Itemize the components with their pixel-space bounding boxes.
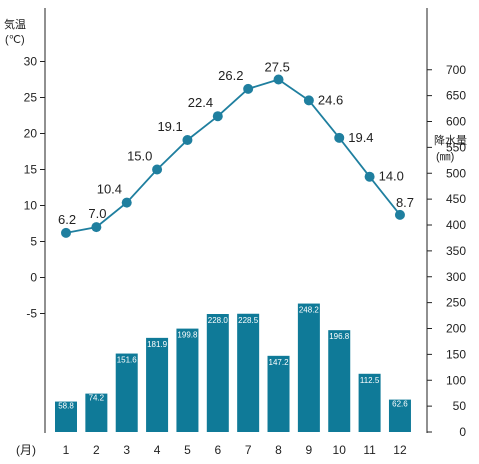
precip-bar-label: 228.0 [208,316,229,325]
precip-bar-label: 58.8 [58,402,74,411]
temp-point [394,209,405,220]
temp-point [61,227,71,238]
temp-point-label: 15.0 [127,149,152,164]
temp-line [65,78,401,234]
temp-point-label: 8.7 [396,195,414,210]
temp-tick-label: 0 [30,271,37,285]
temp-tick-label: 5 [30,235,37,249]
precip-bar-label: 147.2 [269,358,290,367]
precip-tick-label: 550 [446,140,466,154]
precip-bar [55,401,77,432]
month-tick-label: 9 [306,443,313,457]
temp-point [364,171,375,182]
temp-point-label: 27.5 [265,60,290,75]
month-tick-label: 11 [363,443,376,457]
temp-point-label: 14.0 [379,169,404,184]
month-tick-label: 12 [393,443,407,457]
x-ticks: 1 2 3 4 5 6 7 8 9 10 11 12 [63,443,407,457]
month-tick-label: 10 [333,443,347,457]
temp-points [61,74,405,238]
precip-bar-label: 199.8 [177,331,198,340]
temp-point-label: 19.4 [348,130,373,145]
temp-point [212,111,223,122]
precip-tick-label: 50 [453,399,467,413]
temp-point [152,164,163,175]
precip-bar-label: 112.5 [360,376,380,385]
temp-point-label: 22.4 [188,95,213,110]
precip-tick-label: 350 [446,244,466,258]
month-tick-label: 3 [123,443,130,457]
temp-point [243,83,254,94]
precip-bar [297,303,320,432]
temp-point-labels: 6.2 7.0 10.4 15.0 19.1 22.4 26.2 27.5 24.6 19.4 14… [58,60,414,227]
precip-tick-label: 200 [446,322,466,336]
precip-ticks: 7006506005505004504003503002502001501005… [427,63,466,439]
precip-bar-labels: 58.8 74.2 151.6 181.9 199.8 228.0 228.5 147.2 24… [58,306,408,411]
precip-bar [176,328,199,432]
precip-bar-label: 62.6 [392,400,408,409]
temp-point-label: 26.2 [218,68,243,83]
precip-tick-label: 100 [446,373,466,387]
temp-tick-label: -5 [26,307,37,321]
precip-bar-label: 196.8 [329,332,350,341]
temp-point [182,134,193,145]
temp-point [334,132,345,143]
precip-axis-title-line1: 降水量 [434,133,467,147]
month-tick-label: 2 [93,443,100,457]
month-tick-label: 8 [275,443,282,457]
temp-tick-label: 15 [24,163,38,177]
temp-point-label: 6.2 [58,212,76,227]
precip-bar [146,337,169,432]
month-tick-label: 7 [245,443,252,457]
precip-tick-label: 400 [446,218,466,232]
temp-point [91,222,102,233]
temp-point [303,95,314,106]
precip-tick-label: 500 [446,166,466,180]
precip-tick-label: 250 [446,296,466,310]
temp-tick-label: 30 [24,55,38,69]
temp-point-label: 7.0 [88,206,106,221]
temp-tick-label: 25 [24,91,38,105]
temp-tick-label: 20 [24,127,38,141]
temp-point-label: 19.1 [157,119,182,134]
precip-bars [55,303,411,432]
precip-tick-label: 0 [459,425,466,439]
precip-tick-label: 600 [446,115,466,129]
precip-bar-label: 228.5 [238,316,259,325]
axes [44,8,428,433]
precip-bar [115,353,138,432]
precip-bar-label: 181.9 [147,340,168,349]
precip-bar-label: 151.6 [117,356,138,365]
temp-axis-title-line1: 気温 [4,17,26,31]
precip-bar [85,393,108,432]
temp-axis-title-line2: (℃) [5,34,25,46]
temp-point-label: 10.4 [97,182,122,197]
month-tick-label: 6 [214,443,221,457]
temp-point [273,74,284,85]
precip-bar [388,399,411,432]
temp-ticks: 30 25 20 15 10 5 0 -5 [24,55,45,321]
month-tick-label: 4 [154,443,161,457]
precip-bar [206,314,229,432]
precip-bar-label: 74.2 [89,394,105,403]
precip-bar-label: 248.2 [299,306,320,315]
precip-bar [328,330,351,432]
temp-point-label: 24.6 [318,92,343,107]
temp-point [121,197,132,208]
precip-bar [358,373,381,432]
precip-tick-label: 700 [446,63,466,77]
month-tick-label: 5 [184,443,191,457]
temp-tick-label: 10 [24,199,38,213]
month-tick-label: 1 [63,443,70,457]
precip-axis-title-line2: (㎜) [436,151,454,163]
x-axis-unit: (月) [16,443,36,457]
precip-bar [267,355,290,432]
precip-tick-label: 650 [446,89,466,103]
precip-tick-label: 150 [446,347,466,361]
precip-tick-label: 300 [446,270,466,284]
precip-tick-label: 450 [446,192,466,206]
precip-bar [237,313,260,432]
